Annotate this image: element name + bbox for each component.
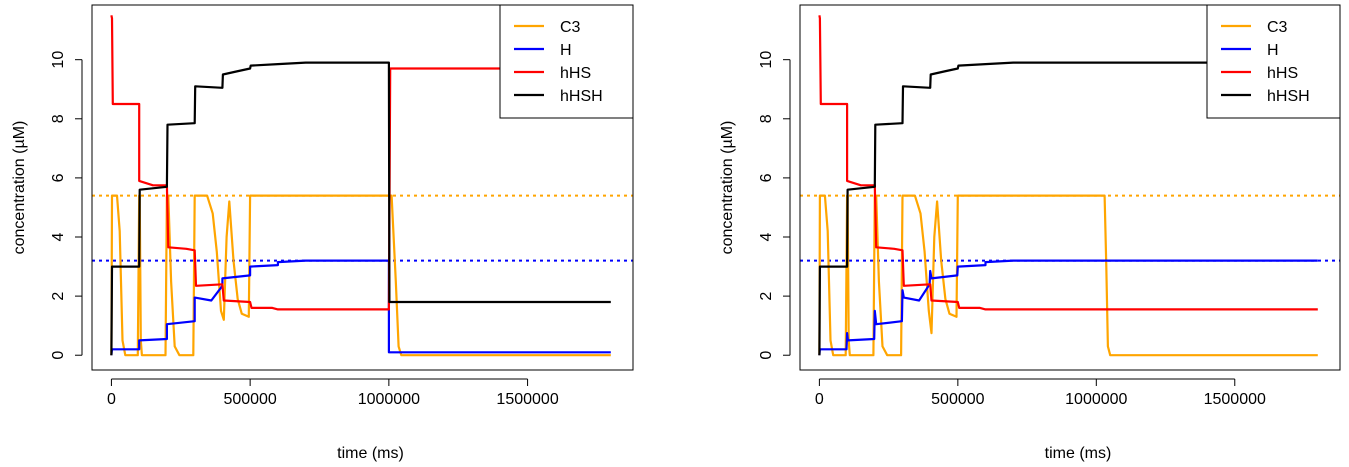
y-axis-title: concentration (µM) [11,121,28,255]
x-tick-label: 500000 [223,391,276,408]
legend-label-c3: C3 [1267,19,1288,36]
y-tick-label: 0 [758,351,775,360]
y-tick-label: 4 [50,232,67,241]
plot-frame [799,4,1341,371]
x-tick-label: 0 [815,391,824,408]
series-line-hhsh [818,61,1318,356]
x-tick-label: 0 [107,391,116,408]
y-axis: 0 2 4 6 8 10 [50,51,83,360]
y-tick-label: 10 [50,51,67,69]
y-tick-label: 8 [758,114,775,123]
x-axis: 0 500000 1000000 1500000 [815,378,1266,408]
series-line-h [818,259,1318,356]
x-tick-label: 1500000 [496,391,558,408]
y-tick-label: 0 [50,351,67,360]
y-tick-label: 2 [50,292,67,301]
legend-label-hhsh: hHSH [560,88,603,105]
y-axis-title: concentration (µM) [719,121,736,255]
series-line-c3 [818,194,1318,357]
series-line-hhs [110,15,611,311]
y-tick-label: 4 [758,232,775,241]
legend-label-hhsh: hHSH [1267,88,1310,105]
x-tick-label: 500000 [931,391,984,408]
chart-panel-left: 0 500000 1000000 1500000 time (ms) 0 2 4 6 8 10 con… [11,4,634,462]
y-tick-label: 8 [50,114,67,123]
y-tick-label: 2 [758,292,775,301]
x-axis: 0 500000 1000000 1500000 [107,378,559,408]
legend-box [499,4,634,119]
y-tick-label: 10 [758,51,775,69]
x-tick-label: 1000000 [1065,391,1127,408]
legend-box [1206,4,1341,119]
x-tick-label: 1500000 [1204,391,1266,408]
x-tick-label: 1000000 [358,391,420,408]
plot-frame [91,4,634,371]
chart-panel-right: 0 500000 1000000 1500000 time (ms) 0 2 4 6 8 10 con… [719,4,1341,462]
y-tick-label: 6 [50,173,67,182]
legend-label-h: H [560,42,572,59]
x-axis-title: time (ms) [1045,445,1112,462]
series-line-h [110,259,611,356]
y-axis: 0 2 4 6 8 10 [758,51,791,360]
series-line-hhsh [110,61,611,356]
legend-label-hhs: hHS [1267,65,1298,82]
legend-label-c3: C3 [560,19,581,36]
legend-label-h: H [1267,42,1279,59]
series-line-c3 [110,194,611,357]
legend-label-hhs: hHS [560,65,591,82]
series-line-hhs [818,15,1318,311]
y-tick-label: 6 [758,173,775,182]
x-axis-title: time (ms) [337,445,404,462]
